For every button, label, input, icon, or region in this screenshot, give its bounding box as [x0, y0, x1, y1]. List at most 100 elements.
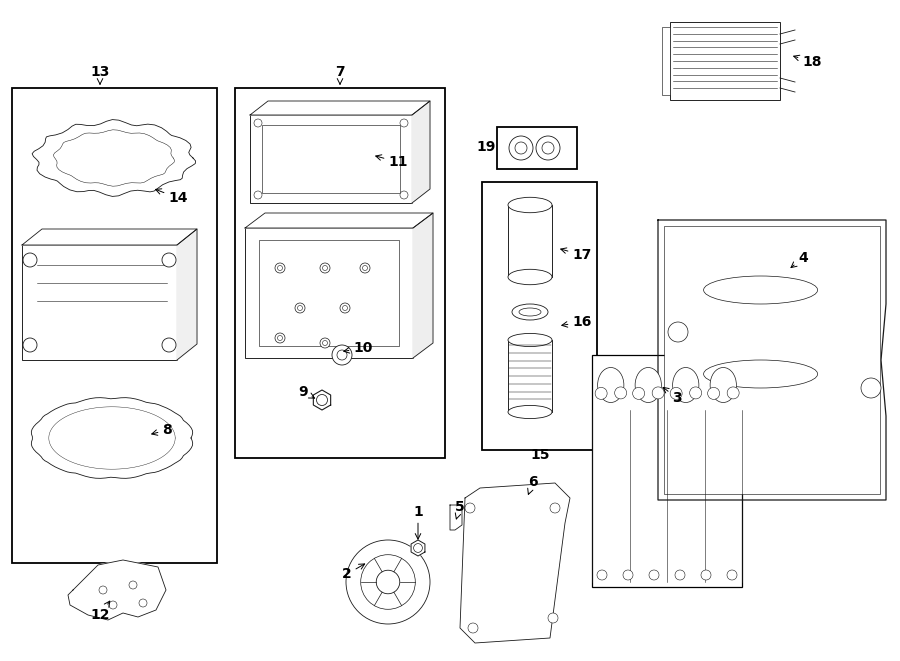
Circle shape	[162, 338, 176, 352]
Circle shape	[595, 387, 608, 399]
Circle shape	[320, 263, 330, 273]
Polygon shape	[460, 483, 570, 643]
Circle shape	[542, 142, 554, 154]
Circle shape	[414, 543, 422, 553]
Circle shape	[320, 338, 330, 348]
Circle shape	[400, 191, 408, 199]
Circle shape	[332, 345, 352, 365]
Circle shape	[675, 570, 685, 580]
Ellipse shape	[508, 333, 552, 346]
Ellipse shape	[508, 405, 552, 418]
Polygon shape	[68, 560, 166, 620]
Ellipse shape	[598, 368, 624, 403]
Text: 12: 12	[90, 601, 110, 622]
Text: 6: 6	[527, 475, 538, 494]
Circle shape	[548, 613, 558, 623]
Circle shape	[139, 599, 147, 607]
Circle shape	[23, 253, 37, 267]
Bar	[664, 226, 880, 494]
Circle shape	[275, 333, 285, 343]
Circle shape	[343, 305, 347, 311]
Text: 17: 17	[561, 248, 591, 262]
Ellipse shape	[672, 368, 699, 403]
Circle shape	[465, 503, 475, 513]
Circle shape	[322, 340, 328, 346]
Text: 16: 16	[562, 315, 591, 329]
Bar	[497, 127, 577, 169]
Bar	[12, 88, 217, 563]
Circle shape	[536, 136, 560, 160]
Text: 18: 18	[794, 55, 822, 69]
Ellipse shape	[704, 360, 817, 388]
Ellipse shape	[635, 368, 662, 403]
Circle shape	[129, 581, 137, 589]
Circle shape	[317, 395, 328, 405]
Bar	[259, 240, 399, 346]
Circle shape	[707, 387, 720, 399]
Circle shape	[861, 378, 881, 398]
Polygon shape	[313, 390, 330, 410]
Circle shape	[633, 387, 644, 399]
Circle shape	[162, 253, 176, 267]
Text: 7: 7	[335, 65, 345, 84]
Polygon shape	[450, 505, 462, 530]
Circle shape	[277, 336, 283, 340]
Circle shape	[346, 540, 430, 624]
Text: 1: 1	[413, 505, 423, 539]
Text: 11: 11	[375, 155, 408, 169]
Bar	[235, 88, 445, 458]
Bar	[262, 125, 400, 193]
Circle shape	[652, 387, 664, 399]
Circle shape	[277, 266, 283, 270]
Circle shape	[363, 266, 367, 270]
Text: 2: 2	[342, 564, 364, 581]
Ellipse shape	[508, 197, 552, 213]
Polygon shape	[250, 101, 430, 115]
Circle shape	[275, 263, 285, 273]
Ellipse shape	[508, 269, 552, 285]
Text: 5: 5	[455, 500, 465, 519]
Polygon shape	[245, 213, 433, 228]
Circle shape	[322, 266, 328, 270]
Text: 3: 3	[663, 387, 681, 405]
Polygon shape	[32, 120, 195, 196]
Polygon shape	[412, 101, 430, 203]
Polygon shape	[22, 229, 197, 245]
Circle shape	[668, 322, 688, 342]
Circle shape	[340, 303, 350, 313]
Text: 15: 15	[530, 448, 550, 462]
Circle shape	[727, 570, 737, 580]
Circle shape	[400, 119, 408, 127]
Circle shape	[615, 387, 626, 399]
Bar	[508, 205, 552, 277]
Ellipse shape	[512, 304, 548, 320]
Circle shape	[298, 305, 302, 311]
Bar	[670, 22, 780, 100]
Bar	[245, 228, 413, 358]
Circle shape	[550, 503, 560, 513]
Bar	[508, 340, 552, 412]
Ellipse shape	[710, 368, 736, 403]
Text: 4: 4	[791, 251, 808, 268]
Circle shape	[701, 570, 711, 580]
Circle shape	[109, 601, 117, 609]
Text: 8: 8	[152, 423, 172, 437]
Ellipse shape	[519, 308, 541, 316]
Ellipse shape	[704, 276, 817, 304]
Bar	[250, 115, 412, 203]
Polygon shape	[32, 398, 193, 479]
Circle shape	[337, 350, 347, 360]
Text: 14: 14	[156, 189, 187, 205]
Circle shape	[99, 586, 107, 594]
Polygon shape	[413, 213, 433, 358]
Bar	[482, 182, 597, 450]
Text: 19: 19	[477, 140, 496, 154]
Circle shape	[23, 338, 37, 352]
Bar	[662, 27, 670, 95]
Circle shape	[254, 191, 262, 199]
Circle shape	[649, 570, 659, 580]
Polygon shape	[177, 229, 197, 360]
Bar	[22, 245, 177, 360]
Polygon shape	[658, 220, 886, 500]
Circle shape	[689, 387, 702, 399]
